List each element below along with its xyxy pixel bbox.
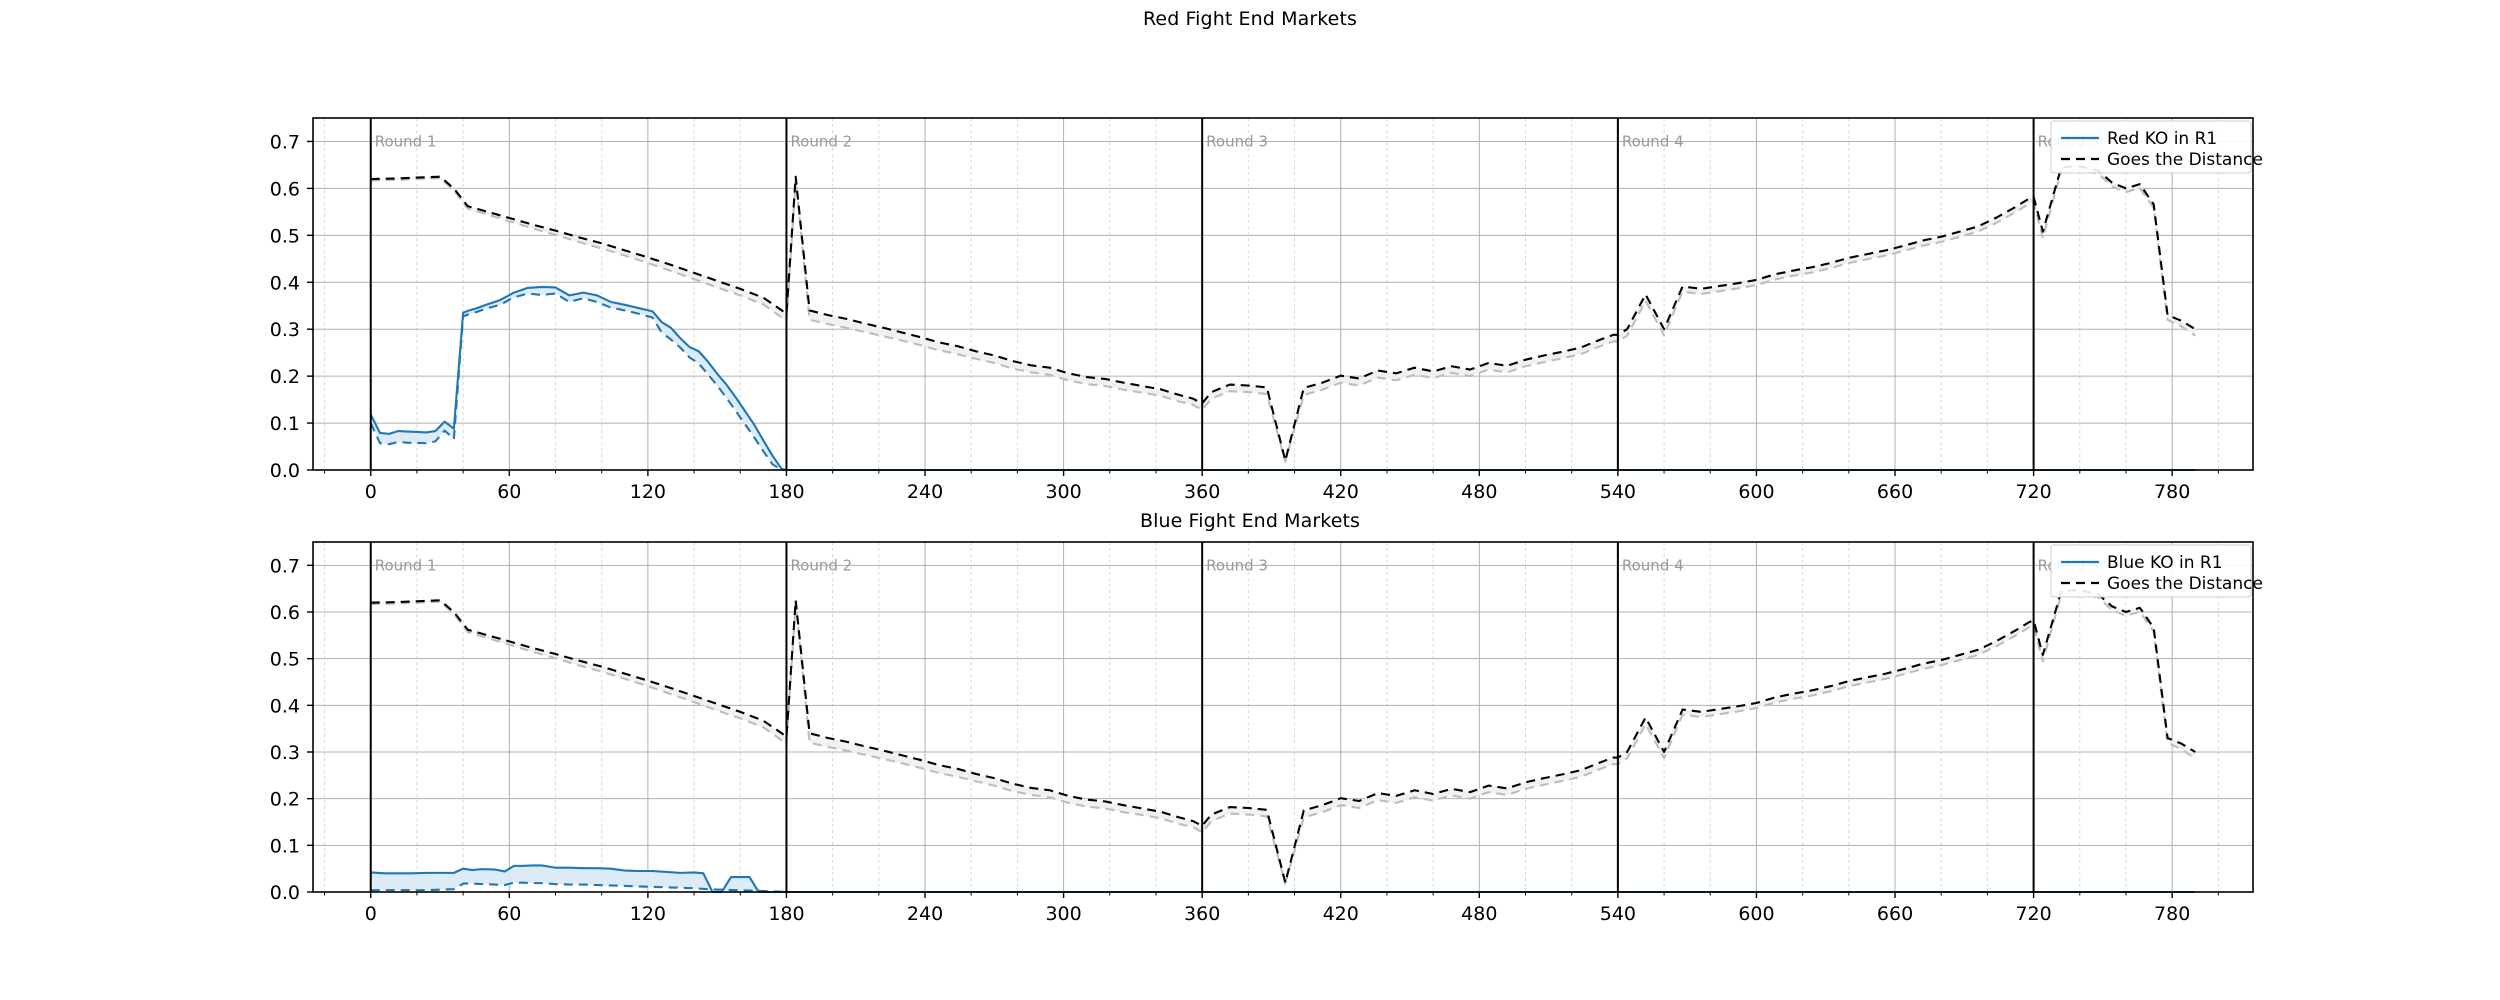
x-tick-label: 180 [768, 903, 804, 925]
y-tick-label: 0.5 [270, 225, 300, 247]
y-tick-label: 0.7 [270, 555, 300, 577]
y-tick-label: 0.1 [270, 835, 300, 857]
y-tick-label: 0.2 [270, 789, 300, 811]
y-tick-label: 0.2 [270, 366, 300, 388]
x-tick-label: 60 [497, 903, 521, 925]
y-tick-label: 0.3 [270, 742, 300, 764]
x-tick-label: 240 [907, 903, 943, 925]
y-tick-label: 0.3 [270, 319, 300, 341]
chart-panel-blue: Blue Fight End Markets Round 1 Round 2 Rou… [0, 500, 2500, 1000]
round-marker-label: Round 1 [375, 132, 437, 150]
round-marker-label: Round 4 [1622, 556, 1684, 574]
round-marker-label: Round 3 [1206, 132, 1268, 150]
x-tick-label: 120 [630, 903, 666, 925]
legend-label: Goes the Distance [2107, 150, 2263, 170]
chart-title-blue: Blue Fight End Markets [1139, 510, 1361, 532]
round-marker-label: Round 2 [790, 556, 852, 574]
x-tick-label: 720 [2015, 903, 2051, 925]
round-marker-label: Round 4 [1622, 132, 1684, 150]
x-tick-label: 780 [2154, 481, 2190, 500]
round-marker-label: Round 3 [1206, 556, 1268, 574]
x-tick-label: 720 [2015, 481, 2051, 500]
x-tick-label: 300 [1045, 903, 1081, 925]
x-tick-label: 600 [1738, 481, 1774, 500]
x-tick-label: 780 [2154, 903, 2190, 925]
y-tick-label: 0.0 [270, 882, 300, 904]
x-tick-label: 120 [630, 481, 666, 500]
x-tick-label: 600 [1738, 903, 1774, 925]
y-tick-label: 0.1 [270, 413, 300, 435]
x-tick-label: 420 [1323, 903, 1359, 925]
x-tick-label: 540 [1600, 481, 1636, 500]
x-tick-label: 240 [907, 481, 943, 500]
chart-panel-red: Red Fight End Markets Round 1 Round 2 Roun… [270, 8, 2263, 500]
x-tick-label: 300 [1045, 481, 1081, 500]
x-tick-label: 0 [365, 481, 377, 500]
x-tick-label: 480 [1461, 481, 1497, 500]
x-tick-label: 540 [1600, 903, 1636, 925]
y-tick-label: 0.4 [270, 695, 300, 717]
y-tick-label: 0.7 [270, 131, 300, 153]
legend-label: Blue KO in R1 [2107, 553, 2223, 573]
x-tick-label: 60 [497, 481, 521, 500]
y-tick-label: 0.5 [270, 649, 300, 671]
x-tick-label: 660 [1877, 481, 1913, 500]
x-tick-label: 360 [1184, 481, 1220, 500]
x-tick-label: 420 [1323, 481, 1359, 500]
x-tick-label: 660 [1877, 903, 1913, 925]
legend-label: Red KO in R1 [2107, 129, 2217, 149]
x-tick-label: 0 [365, 903, 377, 925]
y-tick-label: 0.4 [270, 272, 300, 294]
y-tick-label: 0.6 [270, 602, 300, 624]
chart-title-red: Red Fight End Markets [1142, 8, 1357, 30]
x-tick-label: 480 [1461, 903, 1497, 925]
legend-label: Goes the Distance [2107, 574, 2263, 594]
y-tick-label: 0.6 [270, 178, 300, 200]
x-tick-label: 180 [768, 481, 804, 500]
y-tick-label: 0.0 [270, 460, 300, 482]
round-marker-label: Round 2 [790, 132, 852, 150]
round-marker-label: Round 1 [375, 556, 437, 574]
x-tick-label: 360 [1184, 903, 1220, 925]
